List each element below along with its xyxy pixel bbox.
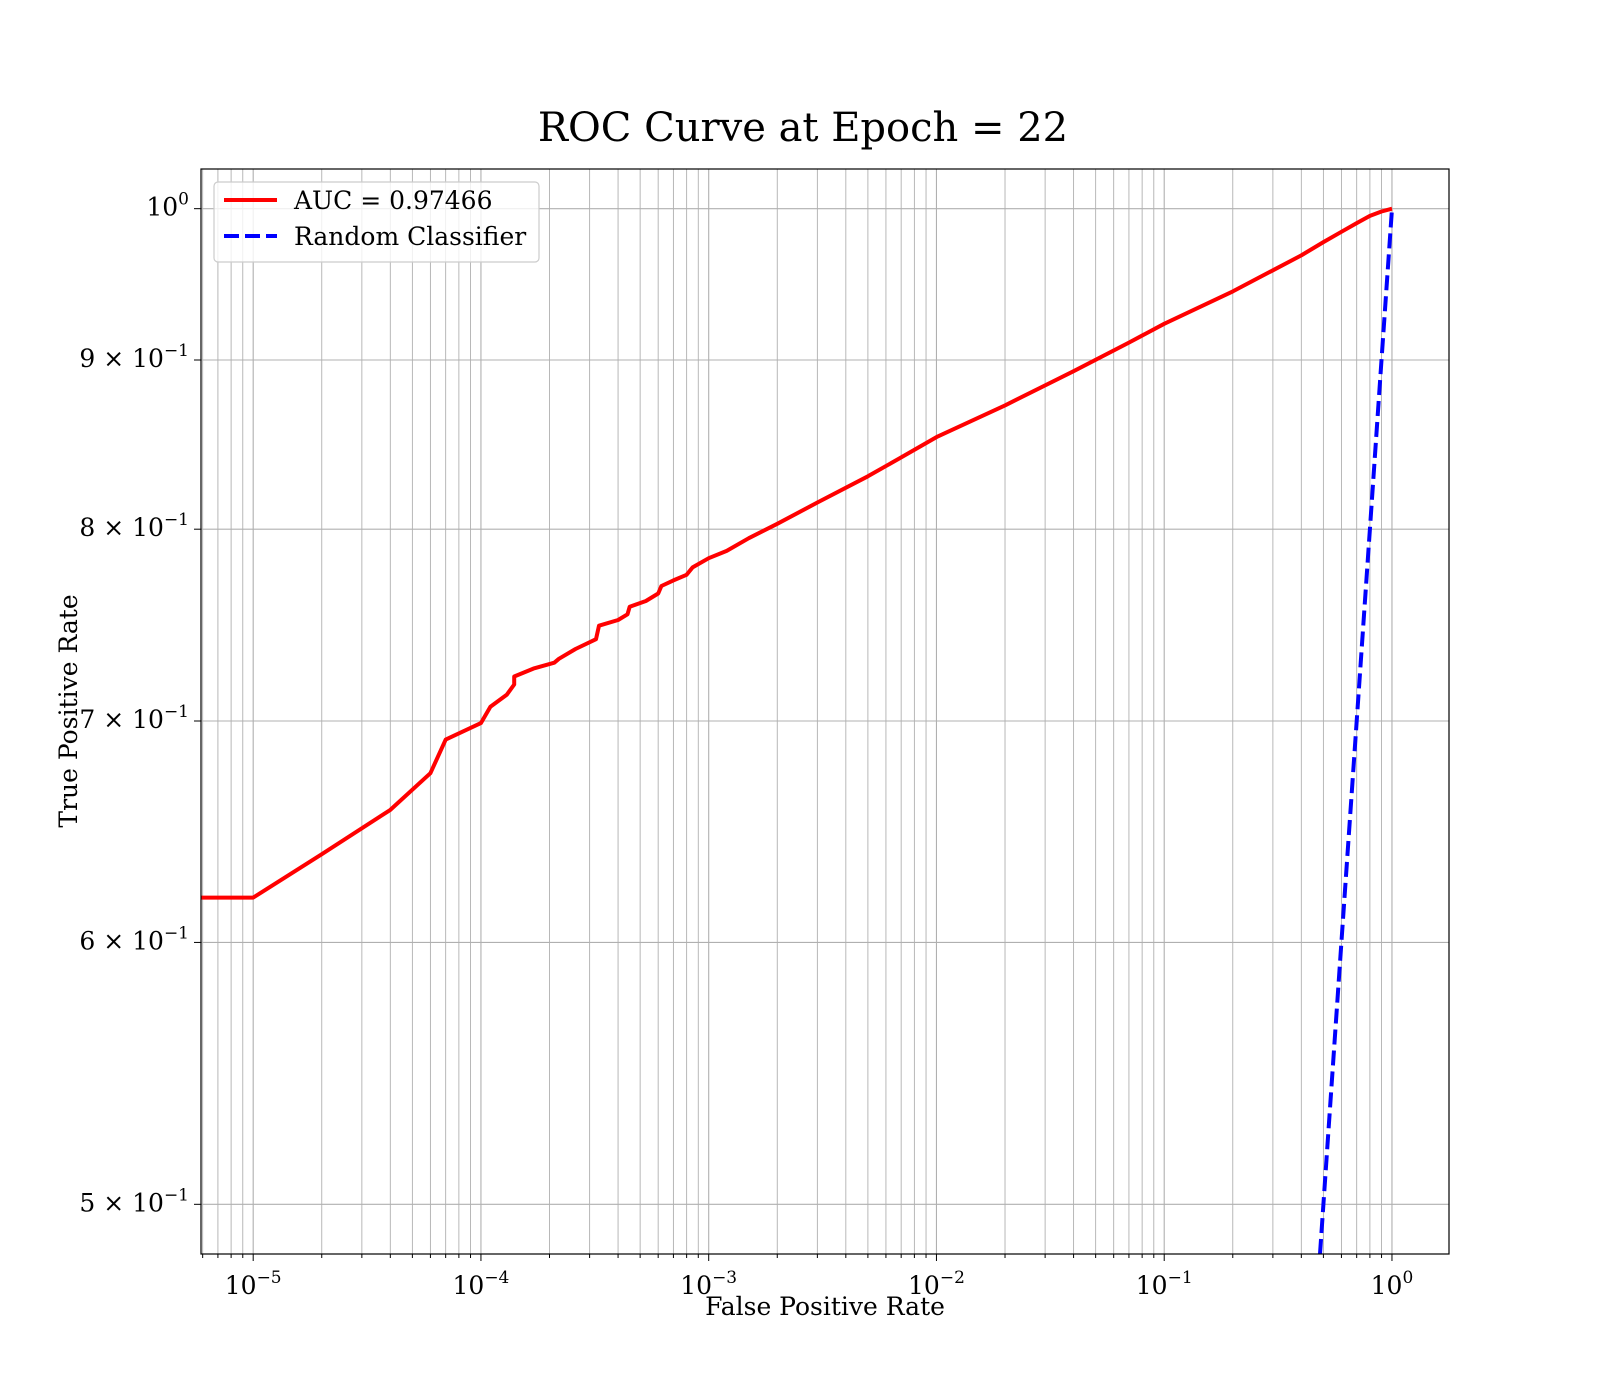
y-axis-label: True Positive Rate: [54, 594, 83, 827]
plot-frame: [200, 168, 1450, 1255]
legend-label-random: Random Classifier: [294, 222, 526, 251]
x-tick-label: 10−4: [453, 1268, 510, 1300]
legend: AUC = 0.97466 Random Classifier: [213, 181, 540, 263]
x-tick-label: 10−3: [680, 1268, 737, 1300]
roc-curve-line: [201, 206, 1393, 900]
y-tick-label: 8 × 10−1: [79, 510, 189, 542]
x-tick-label: 10−5: [225, 1268, 282, 1300]
y-ticks: 5 × 10−1 6 × 10−1 7 × 10−1 8 × 10−1 9 × 10−1…: [79, 190, 201, 1217]
y-tick-label: 7 × 10−1: [79, 702, 189, 734]
random-classifier-line: [1318, 208, 1394, 1254]
y-tick-label: 9 × 10−1: [79, 341, 189, 373]
y-tick-label: 5 × 10−1: [79, 1185, 189, 1217]
x-tick-label: 10−2: [908, 1268, 965, 1300]
series-lines: [201, 206, 1394, 1254]
chart-title: ROC Curve at Epoch = 22: [538, 105, 1068, 151]
x-ticks: 10−5 10−4 10−3 10−2 10−1 100: [202, 1254, 1414, 1300]
x-axis-label: False Positive Rate: [705, 1292, 945, 1321]
x-tick-label: 100: [1371, 1268, 1414, 1300]
grid-lines: [201, 169, 1449, 1254]
y-tick-label: 6 × 10−1: [79, 923, 189, 955]
legend-label-auc: AUC = 0.97466: [293, 186, 492, 215]
legend-box: [213, 181, 540, 263]
x-tick-label: 10−1: [1136, 1268, 1193, 1300]
y-tick-label: 100: [146, 190, 189, 222]
